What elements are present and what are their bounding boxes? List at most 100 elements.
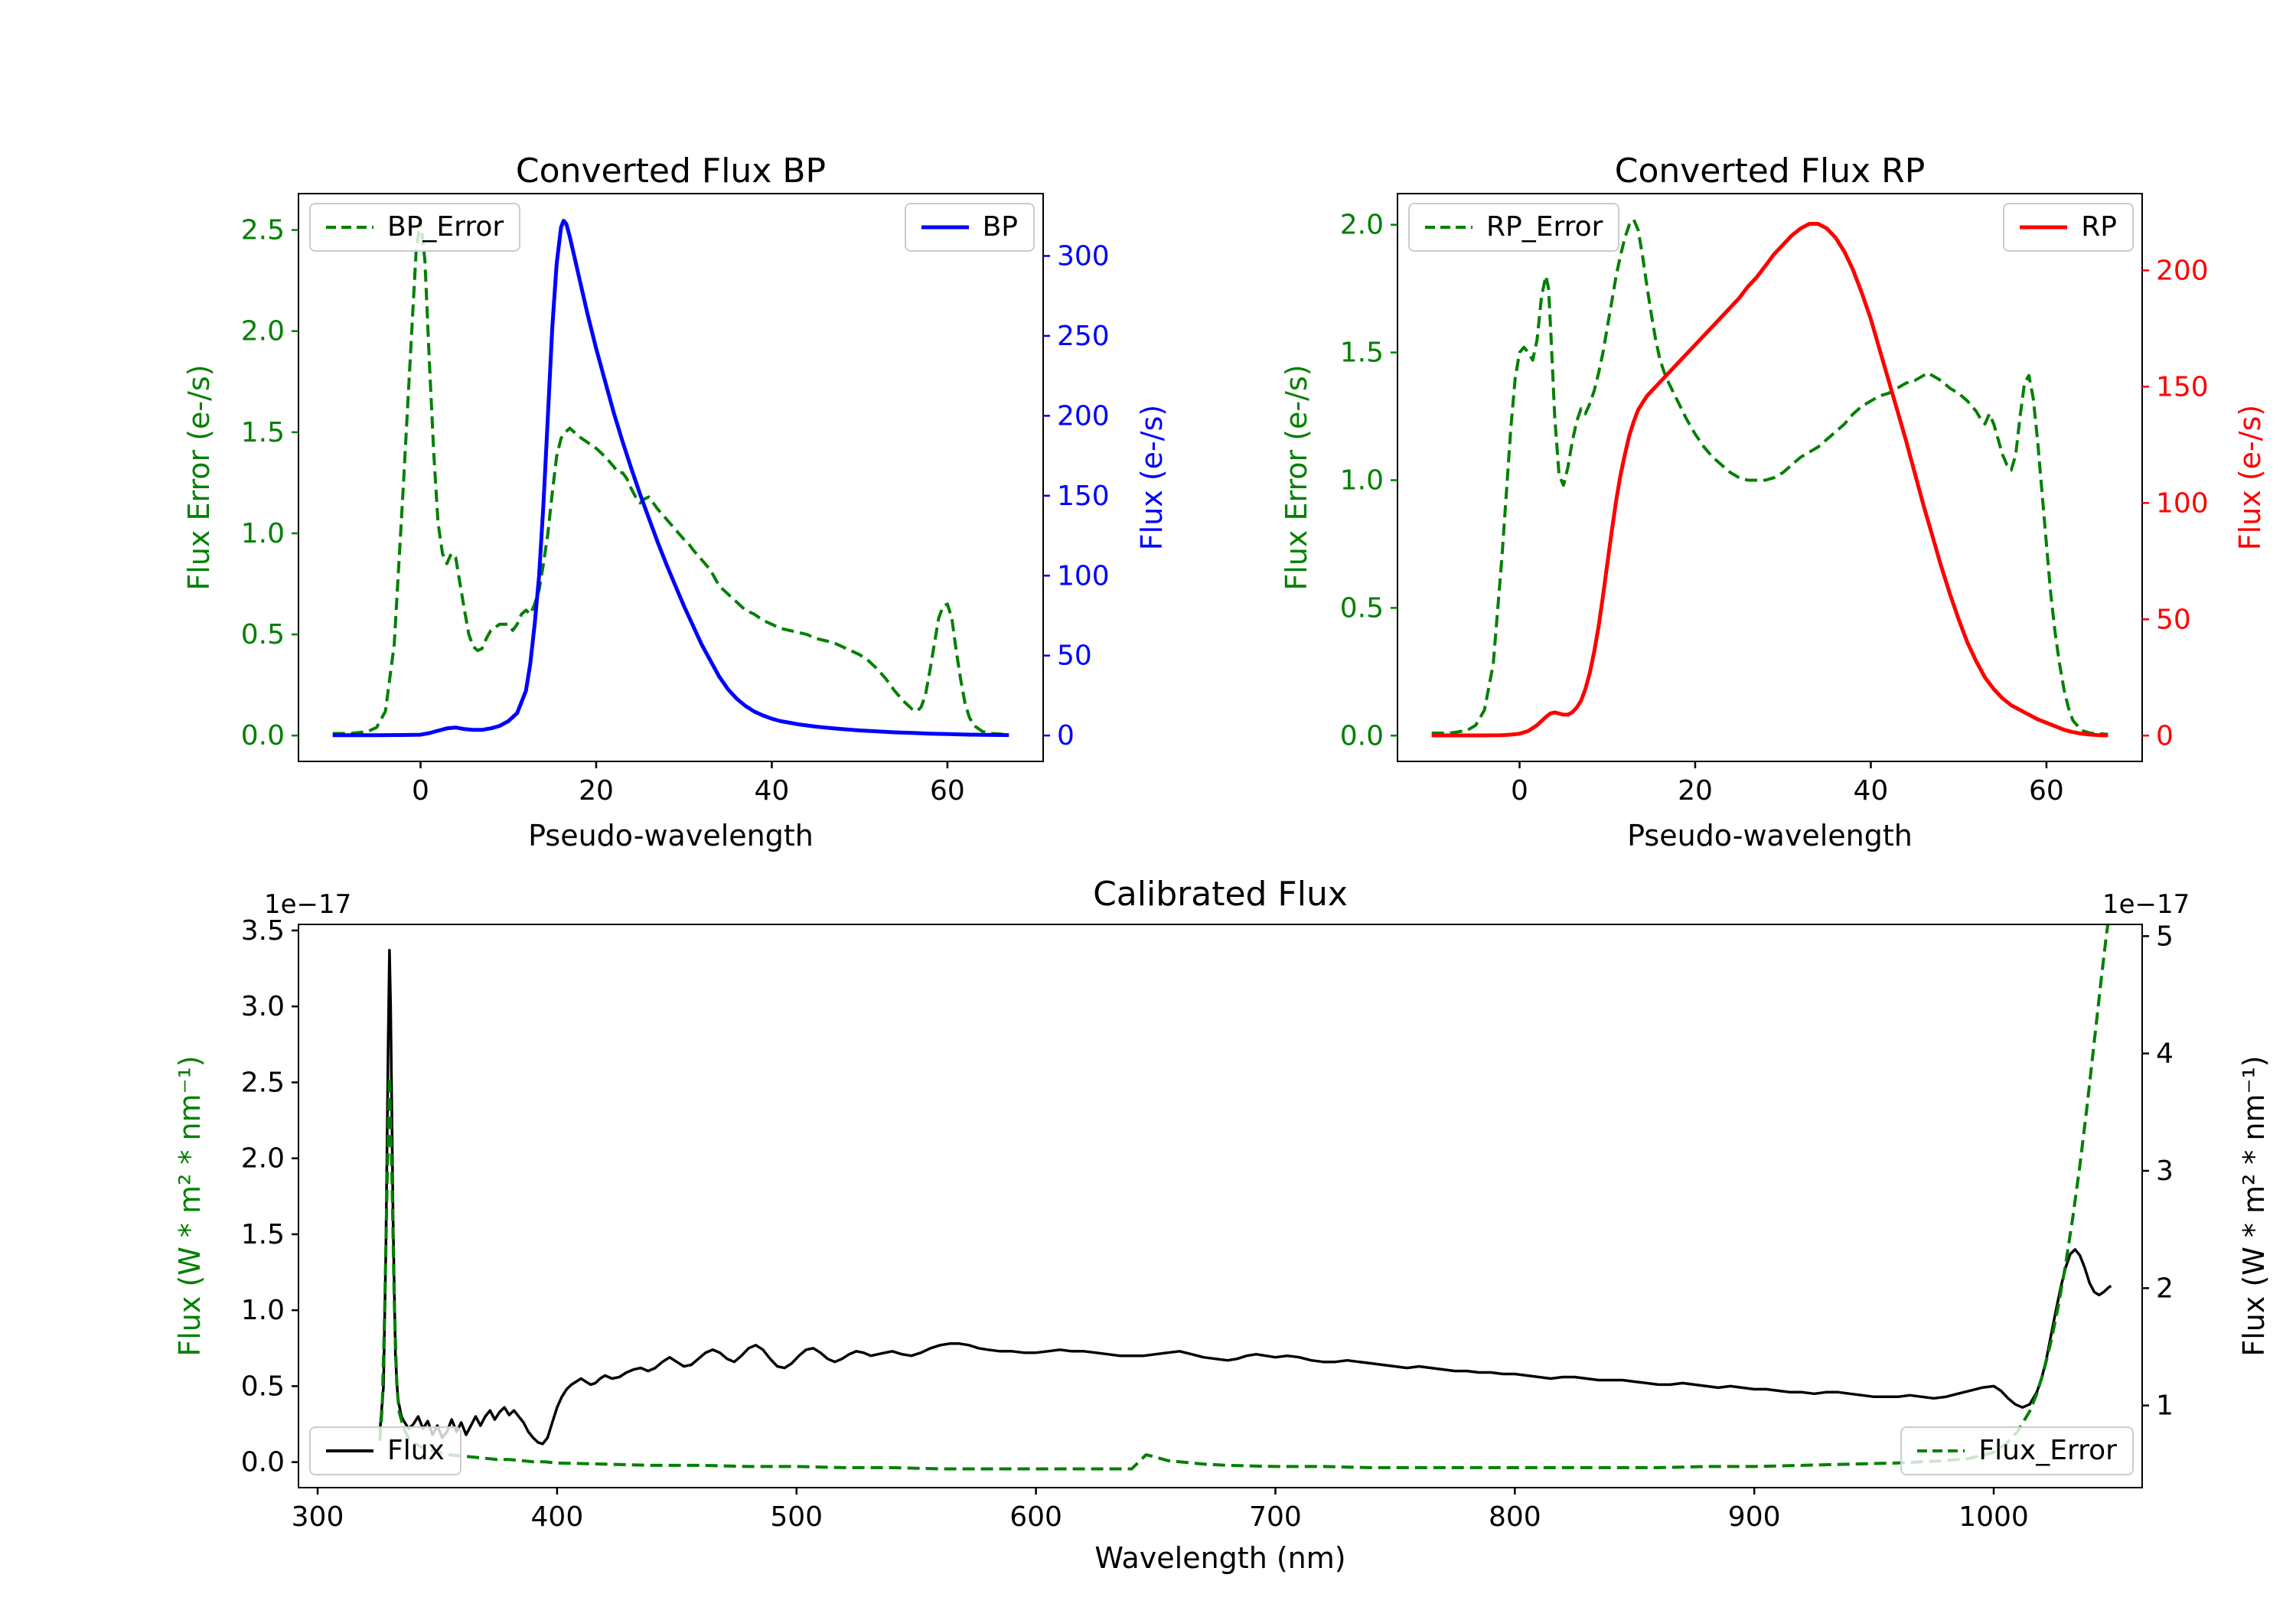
legend-label: RP_Error: [1486, 211, 1603, 243]
x-tick-label: 20: [579, 775, 614, 807]
legend-line-solid-icon: [326, 1449, 373, 1452]
x-ticks: 0 20 40 60: [1511, 761, 2064, 807]
x-ticks: 300 400 500 600 700 800 900 1000: [292, 1488, 2029, 1533]
legend-label: BP_Error: [387, 211, 504, 243]
chart-bp: 0 20 40 60 0.0 0.5 1.0 1.5 2.0 2.5 0 50 100 150 200 250…: [241, 193, 1110, 807]
y-tick-label-left: 0.5: [1340, 592, 1384, 624]
y-tick-label-right: 2: [2156, 1273, 2174, 1304]
chart-rp: 0 20 40 60 0.0 0.5 1.0 1.5 2.0 0 50 100 150 200: [1340, 193, 2209, 807]
y-axis-label-left-calibrated: Flux (W * m² * nm⁻¹): [173, 1055, 207, 1357]
left-ticks: 0.0 0.5 1.0 1.5 2.0: [1340, 210, 1397, 751]
legend-line-dashed-icon: [1917, 1449, 1965, 1452]
legend-line-dashed-icon: [326, 225, 373, 229]
x-tick-label: 1000: [1958, 1501, 2029, 1533]
y-tick-label-left: 1.0: [1340, 465, 1384, 497]
y-tick-label-left: 0.0: [241, 720, 285, 751]
series-line-RP_Error: [1431, 218, 2108, 736]
legend-rp: RP: [2003, 203, 2134, 252]
x-tick-label: 300: [292, 1501, 344, 1533]
offset-text-left: 1e−17: [264, 889, 352, 920]
y-tick-label-right: 200: [1057, 400, 1110, 432]
legend-rp-error: RP_Error: [1408, 203, 1620, 252]
y-tick-label-right: 300: [1057, 240, 1110, 272]
y-tick-label-right: 4: [2156, 1038, 2174, 1070]
chart-title-calibrated: Calibrated Flux: [1093, 875, 1348, 914]
axes-spines: [298, 924, 2143, 1488]
x-tick-label: 800: [1489, 1501, 1541, 1533]
x-tick-label: 40: [1854, 775, 1889, 807]
offset-text-right: 1e−17: [2102, 889, 2190, 920]
y-tick-label-left: 1.0: [241, 518, 285, 549]
series-line-BP_Error: [332, 218, 1009, 736]
x-tick-label: 0: [412, 775, 429, 807]
x-tick-label: 40: [755, 775, 790, 807]
y-tick-label-right: 200: [2156, 255, 2209, 286]
y-tick-label-right: 150: [1057, 481, 1110, 512]
series-line-Flux_Error: [378, 924, 2110, 1471]
x-tick-label: 20: [1678, 775, 1713, 807]
legend-label: Flux: [387, 1435, 445, 1466]
left-ticks: 0.0 0.5 1.0 1.5 2.0 2.5 3.0 3.5: [241, 915, 298, 1478]
y-tick-label-right: 50: [1057, 641, 1092, 672]
y-tick-label-right: 0: [2156, 720, 2174, 751]
x-tick-label: 60: [930, 775, 965, 807]
legend-bp: BP: [904, 203, 1035, 252]
right-ticks: 0 50 100 150 200: [2142, 255, 2209, 751]
y-tick-label-left: 2.5: [241, 1067, 285, 1098]
series-line-BP: [332, 219, 1009, 738]
y-tick-label-left: 3.5: [241, 915, 285, 947]
y-tick-label-left: 2.5: [241, 215, 285, 246]
chart-title-bp: Converted Flux BP: [515, 152, 827, 191]
x-tick-label: 900: [1728, 1501, 1781, 1533]
series-line-Flux: [378, 948, 2112, 1446]
x-tick-label: 700: [1249, 1501, 1302, 1533]
y-tick-label-right: 100: [2156, 487, 2209, 519]
x-axis-label-bp: Pseudo-wavelength: [528, 819, 814, 852]
axes-spines: [1397, 193, 2143, 762]
y-tick-label-right: 0: [1057, 720, 1075, 751]
left-ticks: 0.0 0.5 1.0 1.5 2.0 2.5: [241, 215, 298, 751]
series-group: [332, 218, 1009, 738]
legend-line-dashed-icon: [1425, 225, 1473, 229]
legend-line-solid-icon: [2020, 225, 2068, 230]
series-line-RP: [1431, 222, 2108, 738]
legend-flux: Flux: [309, 1426, 461, 1475]
right-ticks: 1 2 3 4 5: [2142, 921, 2174, 1422]
legend-label: BP: [982, 211, 1018, 243]
y-tick-label-right: 150: [2156, 371, 2209, 403]
x-axis-label-rp: Pseudo-wavelength: [1627, 819, 1913, 852]
y-axis-label-right-rp: Flux (e-/s): [2233, 404, 2267, 551]
y-tick-label-left: 1.0: [241, 1295, 285, 1326]
y-tick-label-right: 250: [1057, 321, 1110, 352]
y-tick-label-left: 0.0: [241, 1447, 285, 1478]
axes-spines: [298, 193, 1044, 762]
y-tick-label-left: 2.0: [1340, 210, 1384, 241]
y-axis-label-right-calibrated: Flux (W * m² * nm⁻¹): [2237, 1055, 2271, 1357]
legend-flux-error: Flux_Error: [1900, 1426, 2134, 1475]
y-tick-label-right: 50: [2156, 604, 2191, 635]
chart-calibrated: 300 400 500 600 700 800 900 1000 0.0 0.5 1.0 1.5 2.0…: [241, 915, 2174, 1533]
y-tick-label-left: 2.0: [241, 1143, 285, 1175]
y-tick-label-left: 3.0: [241, 991, 285, 1022]
y-tick-label-right: 3: [2156, 1156, 2174, 1187]
y-tick-label-left: 1.5: [241, 1219, 285, 1250]
y-tick-label-left: 0.5: [241, 619, 285, 650]
x-tick-label: 60: [2029, 775, 2064, 807]
chart-title-rp: Converted Flux RP: [1614, 152, 1926, 191]
y-tick-label-left: 0.0: [1340, 720, 1384, 751]
x-tick-label: 500: [770, 1501, 823, 1533]
y-tick-label-right: 5: [2156, 921, 2174, 952]
series-group: [1431, 218, 2108, 738]
y-tick-label-left: 0.5: [241, 1371, 285, 1402]
y-axis-label-left-rp: Flux Error (e-/s): [1280, 364, 1313, 591]
y-tick-label-right: 100: [1057, 560, 1110, 592]
series-group: [378, 924, 2112, 1471]
legend-line-solid-icon: [921, 225, 969, 230]
y-tick-label-left: 2.0: [241, 316, 285, 347]
y-tick-label-left: 1.5: [241, 417, 285, 448]
x-ticks: 0 20 40 60: [412, 761, 965, 807]
right-ticks: 0 50 100 150 200 250 300: [1043, 240, 1110, 751]
x-tick-label: 0: [1511, 775, 1528, 807]
